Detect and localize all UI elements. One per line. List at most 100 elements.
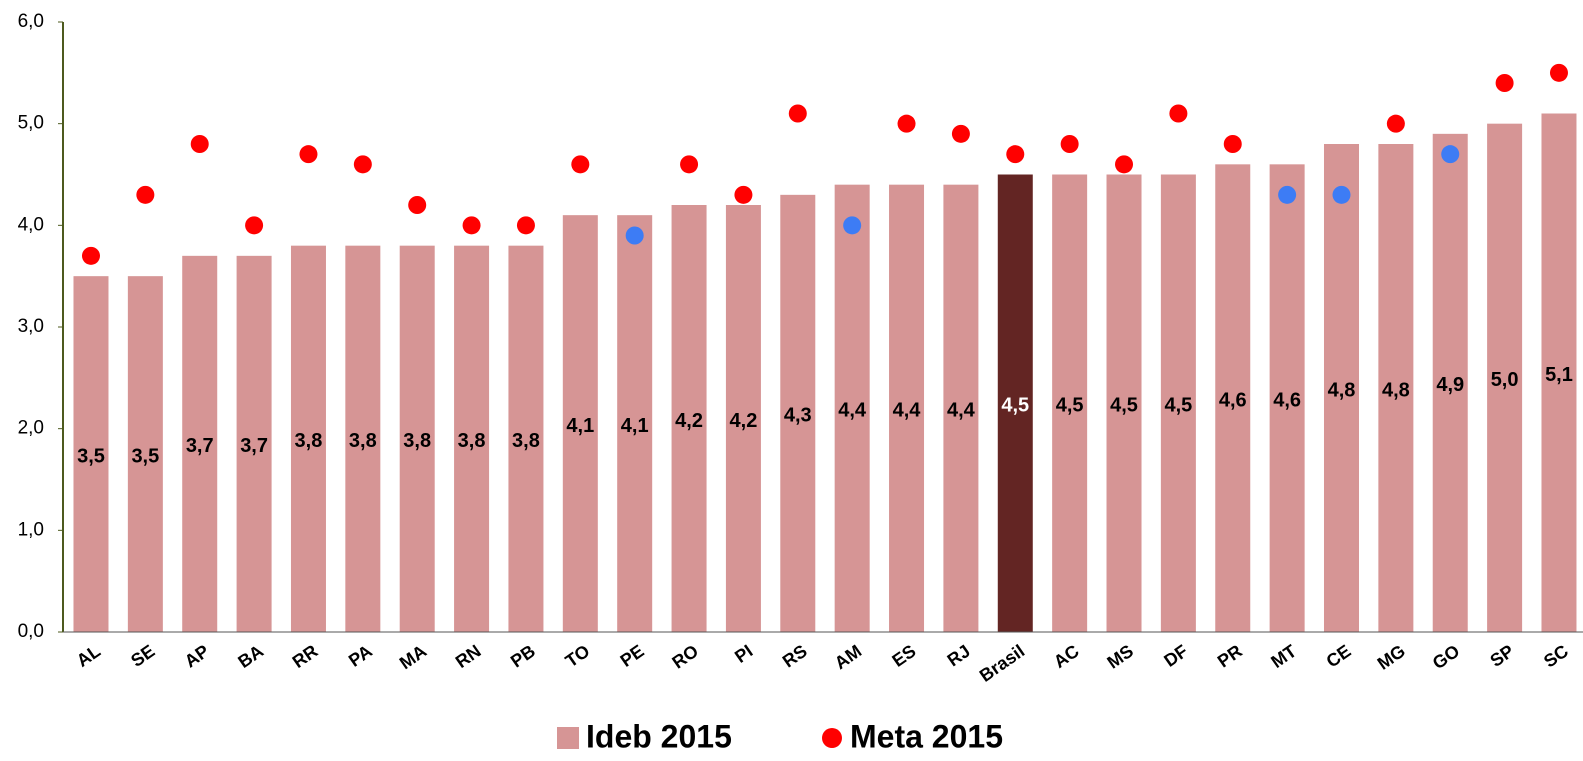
meta-dot bbox=[1441, 145, 1460, 164]
value-label: 4,4 bbox=[838, 400, 867, 422]
value-label: 4,8 bbox=[1328, 379, 1356, 401]
meta-dot bbox=[136, 185, 155, 204]
bar bbox=[997, 174, 1033, 632]
x-tick-label: AM bbox=[831, 641, 865, 673]
y-tick-label: 2,0 bbox=[18, 418, 44, 439]
bar bbox=[1432, 133, 1468, 633]
x-tick-label: DF bbox=[1160, 641, 1191, 671]
bar bbox=[236, 255, 272, 633]
x-tick-label: MT bbox=[1267, 641, 1300, 672]
x-tick-label: RJ bbox=[944, 641, 974, 671]
bar bbox=[290, 245, 326, 632]
meta-dot bbox=[245, 216, 264, 235]
x-tick-label: RS bbox=[779, 641, 811, 672]
value-label: 4,6 bbox=[1273, 389, 1301, 411]
bar bbox=[1269, 164, 1305, 633]
x-tick-label: TO bbox=[562, 641, 594, 672]
bar bbox=[562, 215, 598, 632]
value-label: 4,1 bbox=[566, 415, 594, 437]
meta-dot bbox=[190, 135, 209, 153]
value-label: 3,8 bbox=[458, 430, 486, 452]
meta-dot bbox=[1332, 185, 1351, 204]
x-tick-label: PE bbox=[617, 641, 648, 671]
meta-dot bbox=[1278, 185, 1297, 204]
x-tick-label: SP bbox=[1486, 641, 1517, 671]
bar bbox=[780, 194, 816, 633]
value-label: 3,7 bbox=[186, 435, 214, 457]
meta-dot bbox=[1549, 63, 1568, 82]
value-label: 4,5 bbox=[1001, 395, 1029, 417]
bar bbox=[617, 215, 653, 632]
value-label: 3,8 bbox=[403, 430, 431, 452]
value-label: 3,8 bbox=[349, 430, 377, 452]
meta-dot bbox=[625, 226, 644, 245]
x-tick-label: PB bbox=[507, 641, 539, 672]
value-label: 4,4 bbox=[893, 400, 922, 422]
value-label: 4,5 bbox=[1056, 395, 1084, 417]
x-tick-label: CE bbox=[1323, 641, 1355, 672]
x-tick-label: BA bbox=[234, 641, 267, 672]
value-label: 4,5 bbox=[1164, 395, 1192, 417]
meta-dot bbox=[462, 216, 481, 235]
bar bbox=[889, 184, 925, 632]
bar bbox=[1323, 144, 1359, 632]
x-tick-label: MS bbox=[1103, 641, 1137, 673]
value-label: 5,1 bbox=[1545, 364, 1573, 386]
value-label: 5,0 bbox=[1491, 369, 1519, 391]
meta-dot bbox=[516, 216, 535, 235]
value-label: 3,7 bbox=[240, 435, 268, 457]
y-tick-label: 6,0 bbox=[18, 11, 44, 32]
meta-dot bbox=[1495, 74, 1514, 92]
value-label: 3,8 bbox=[295, 430, 323, 452]
meta-dot bbox=[680, 155, 699, 174]
meta-dot bbox=[1115, 155, 1134, 174]
bar bbox=[345, 245, 381, 632]
value-label: 4,3 bbox=[784, 405, 812, 427]
x-tick-label: AC bbox=[1050, 641, 1083, 672]
bar bbox=[1160, 174, 1196, 632]
meta-dot bbox=[1223, 135, 1242, 153]
bar bbox=[943, 184, 979, 632]
value-label: 4,8 bbox=[1382, 379, 1410, 401]
x-tick-label: PA bbox=[345, 641, 376, 671]
x-tick-label: RR bbox=[289, 641, 322, 672]
x-tick-label: AP bbox=[181, 641, 213, 672]
x-tick-label: AL bbox=[73, 641, 104, 671]
meta-dot bbox=[81, 246, 100, 265]
x-tick-label: RN bbox=[452, 641, 485, 672]
bar bbox=[454, 245, 490, 632]
value-label: 4,2 bbox=[675, 410, 703, 432]
x-tick-label: RO bbox=[668, 641, 702, 673]
bar bbox=[1487, 123, 1523, 633]
value-label: 4,5 bbox=[1110, 395, 1138, 417]
meta-dot bbox=[1169, 104, 1188, 123]
value-label: 3,5 bbox=[77, 445, 105, 467]
bar bbox=[1106, 174, 1142, 632]
bar bbox=[508, 245, 544, 632]
value-label: 4,2 bbox=[730, 410, 758, 432]
value-label: 3,5 bbox=[131, 445, 159, 467]
bar bbox=[834, 184, 870, 632]
meta-dot bbox=[353, 155, 372, 174]
x-tick-label: SC bbox=[1540, 641, 1572, 672]
bar bbox=[1378, 144, 1414, 632]
value-label: 3,8 bbox=[512, 430, 540, 452]
bar bbox=[1052, 174, 1088, 632]
bar bbox=[73, 276, 109, 632]
bar bbox=[671, 205, 707, 632]
meta-dot bbox=[788, 104, 807, 123]
x-tick-label: ES bbox=[888, 641, 919, 671]
y-tick-label: 1,0 bbox=[18, 519, 44, 540]
bar bbox=[1541, 113, 1577, 632]
bar bbox=[127, 276, 163, 632]
meta-dot bbox=[951, 124, 970, 143]
meta-dot bbox=[1386, 114, 1405, 133]
x-tick-label: GO bbox=[1429, 641, 1463, 673]
x-tick-label: Brasil bbox=[976, 641, 1028, 686]
meta-dot bbox=[897, 114, 916, 133]
y-tick-label: 4,0 bbox=[18, 214, 44, 235]
bar bbox=[182, 255, 218, 633]
y-tick-label: 0,0 bbox=[18, 621, 44, 642]
x-tick-label: PI bbox=[731, 641, 756, 667]
